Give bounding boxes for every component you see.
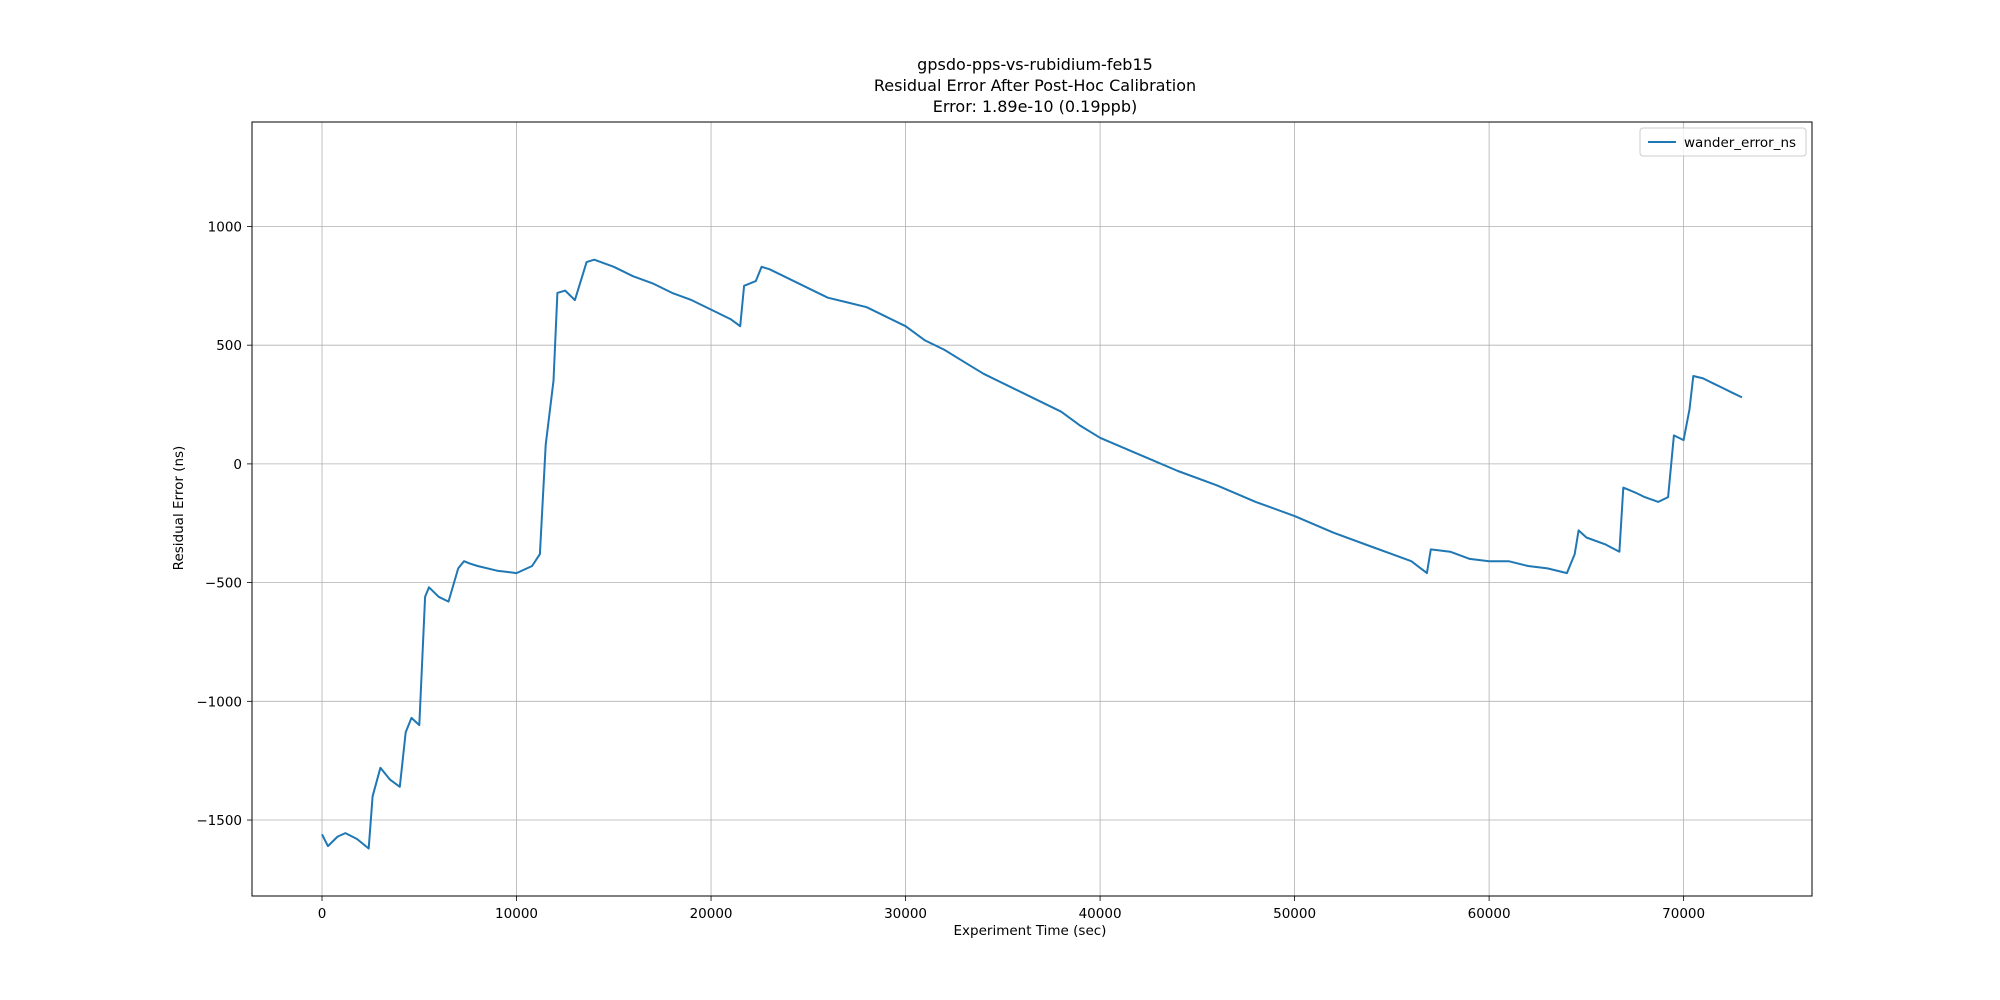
x-tick-label: 20000: [690, 906, 733, 922]
legend-box: [1639, 127, 1807, 157]
plot-grid: [252, 122, 1812, 896]
y-axis-label: Residual Error (ns): [171, 446, 187, 571]
x-tick-label: 0: [318, 906, 327, 922]
y-tick-label: 0: [233, 457, 242, 473]
x-axis-label: Experiment Time (sec): [954, 923, 1107, 939]
x-tick-label: 40000: [1079, 906, 1122, 922]
y-tick-label: −500: [205, 576, 242, 592]
chart-title: gpsdo-pps-vs-rubidium-feb15: [917, 55, 1153, 74]
y-tick-label: 500: [216, 338, 242, 354]
x-axis-ticks: 0 10000 20000 30000 40000 50000 60000 70000: [318, 896, 1705, 922]
y-axis-ticks: −1500 −1000 −500 0 500 1000: [196, 219, 252, 829]
series-line-wander_error_ns: [321, 258, 1743, 850]
plot-frame: [251, 121, 1813, 897]
legend: wander_error_ns: [1639, 127, 1807, 157]
x-tick-label: 50000: [1273, 906, 1316, 922]
y-tick-label: −1500: [196, 813, 242, 829]
y-tick-label: −1000: [196, 694, 242, 710]
chart-subtitle: Residual Error After Post-Hoc Calibratio…: [874, 76, 1196, 95]
legend-label: wander_error_ns: [1684, 135, 1796, 151]
chart-error-summary: Error: 1.89e-10 (0.19ppb): [933, 97, 1137, 116]
y-tick-label: 1000: [208, 219, 242, 235]
x-tick-label: 60000: [1468, 906, 1511, 922]
x-tick-label: 70000: [1662, 906, 1705, 922]
x-tick-label: 30000: [884, 906, 927, 922]
plot-series: [321, 258, 1743, 850]
x-tick-label: 10000: [495, 906, 538, 922]
